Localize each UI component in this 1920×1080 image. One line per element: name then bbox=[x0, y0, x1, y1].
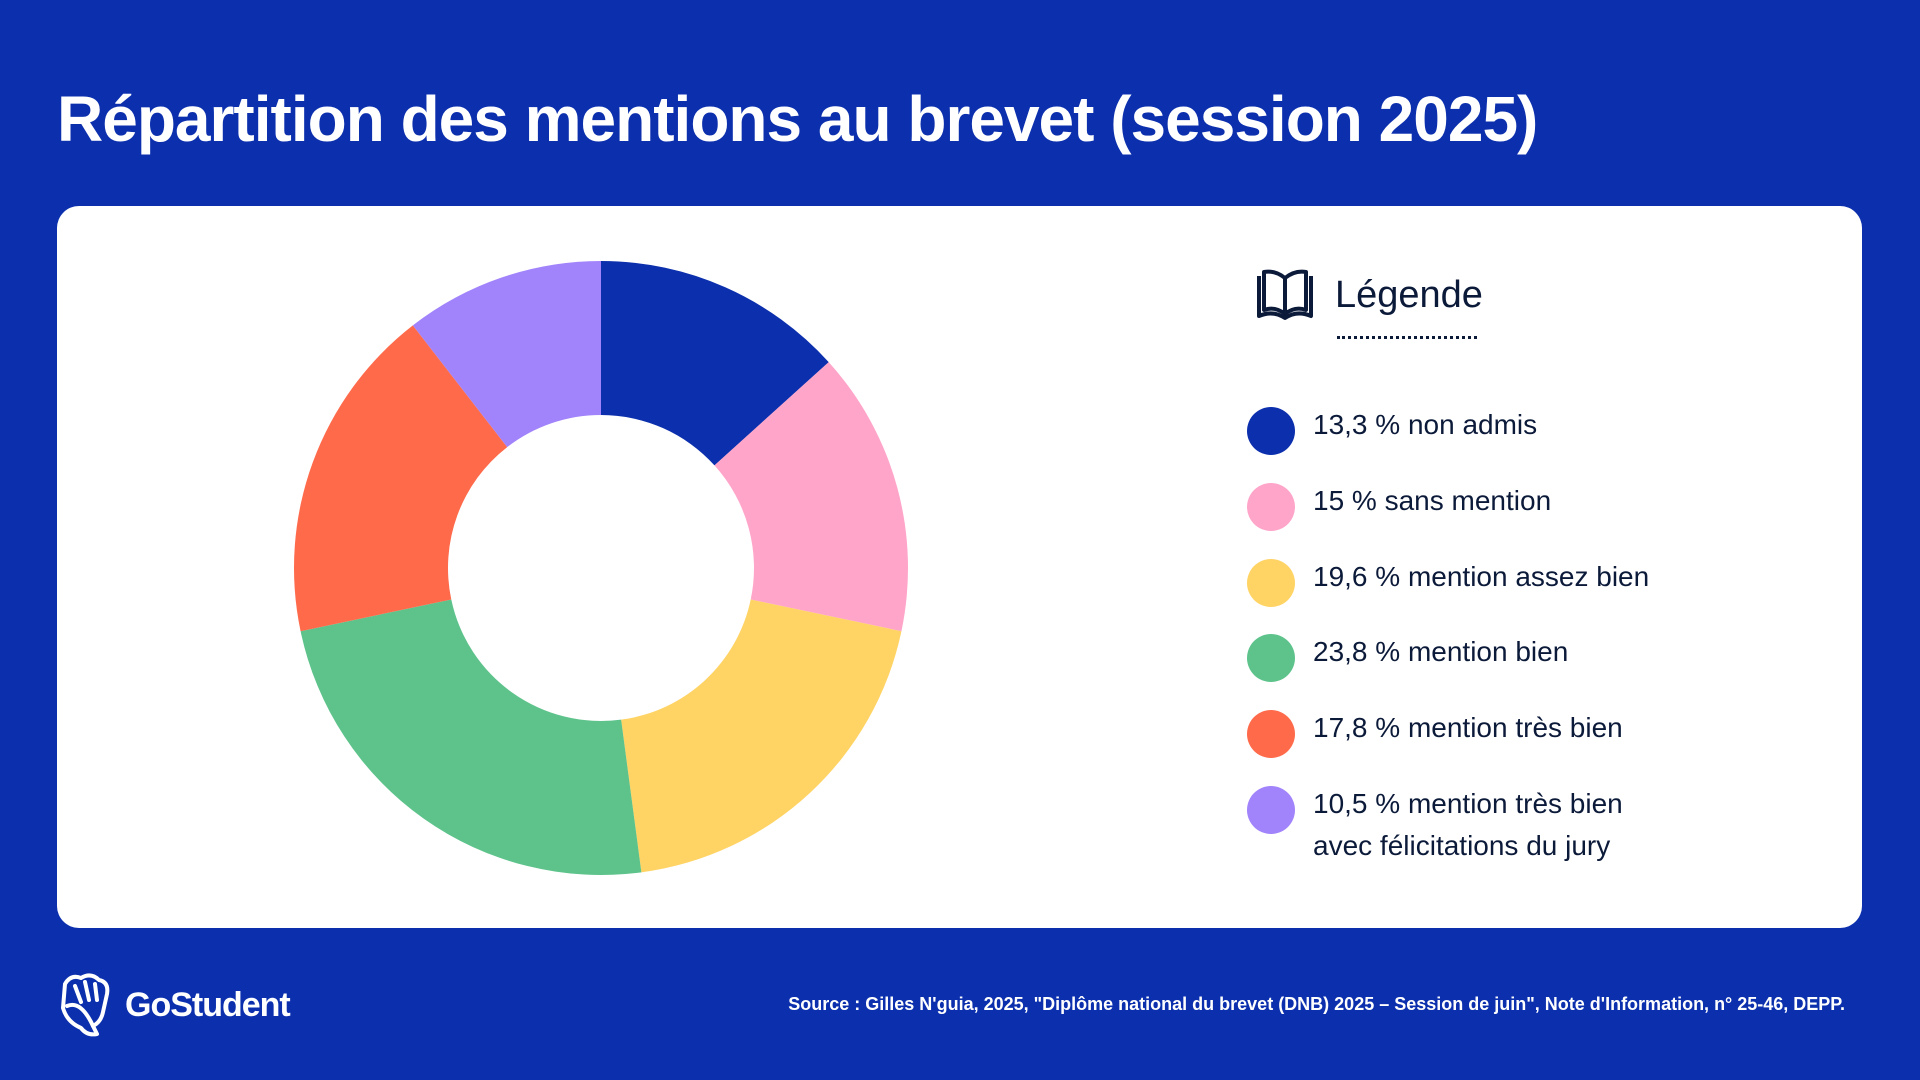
legend-swatch bbox=[1247, 559, 1295, 607]
book-icon bbox=[1255, 268, 1315, 322]
page-title: Répartition des mentions au brevet (sess… bbox=[57, 82, 1537, 156]
chart-card: Légende 13,3 % non admis 15 % sans mentio… bbox=[57, 206, 1862, 928]
legend-item: 15 % sans mention bbox=[1247, 492, 1551, 531]
legend-swatch bbox=[1247, 786, 1295, 834]
donut-slice-2 bbox=[621, 599, 901, 872]
legend-label: 23,8 % mention bien bbox=[1313, 631, 1568, 673]
legend-item: 23,8 % mention bien bbox=[1247, 643, 1568, 682]
legend-swatch bbox=[1247, 483, 1295, 531]
donut-slice-3 bbox=[301, 599, 642, 875]
legend-label: 19,6 % mention assez bien bbox=[1313, 556, 1649, 598]
legend-swatch bbox=[1247, 710, 1295, 758]
legend-label: 17,8 % mention très bien bbox=[1313, 707, 1623, 749]
logo-text: GoStudent bbox=[125, 986, 290, 1025]
legend-title: Légende bbox=[1335, 274, 1483, 317]
legend-label: 15 % sans mention bbox=[1313, 480, 1551, 522]
source-note: Source : Gilles N'guia, 2025, "Diplôme n… bbox=[788, 994, 1845, 1015]
gostudent-hand-icon bbox=[57, 972, 115, 1038]
donut-chart bbox=[57, 206, 1157, 928]
legend-item: 13,3 % non admis bbox=[1247, 416, 1537, 455]
legend-swatch bbox=[1247, 407, 1295, 455]
gostudent-logo: GoStudent bbox=[57, 972, 290, 1038]
legend-label: 13,3 % non admis bbox=[1313, 404, 1537, 446]
legend-item: 17,8 % mention très bien bbox=[1247, 719, 1623, 758]
legend-item: 19,6 % mention assez bien bbox=[1247, 568, 1649, 607]
legend-swatch bbox=[1247, 634, 1295, 682]
legend-item: 10,5 % mention très bien avec félicitati… bbox=[1247, 795, 1673, 867]
legend-header: Légende bbox=[1255, 268, 1483, 322]
legend-label: 10,5 % mention très bien avec félicitati… bbox=[1313, 783, 1673, 867]
